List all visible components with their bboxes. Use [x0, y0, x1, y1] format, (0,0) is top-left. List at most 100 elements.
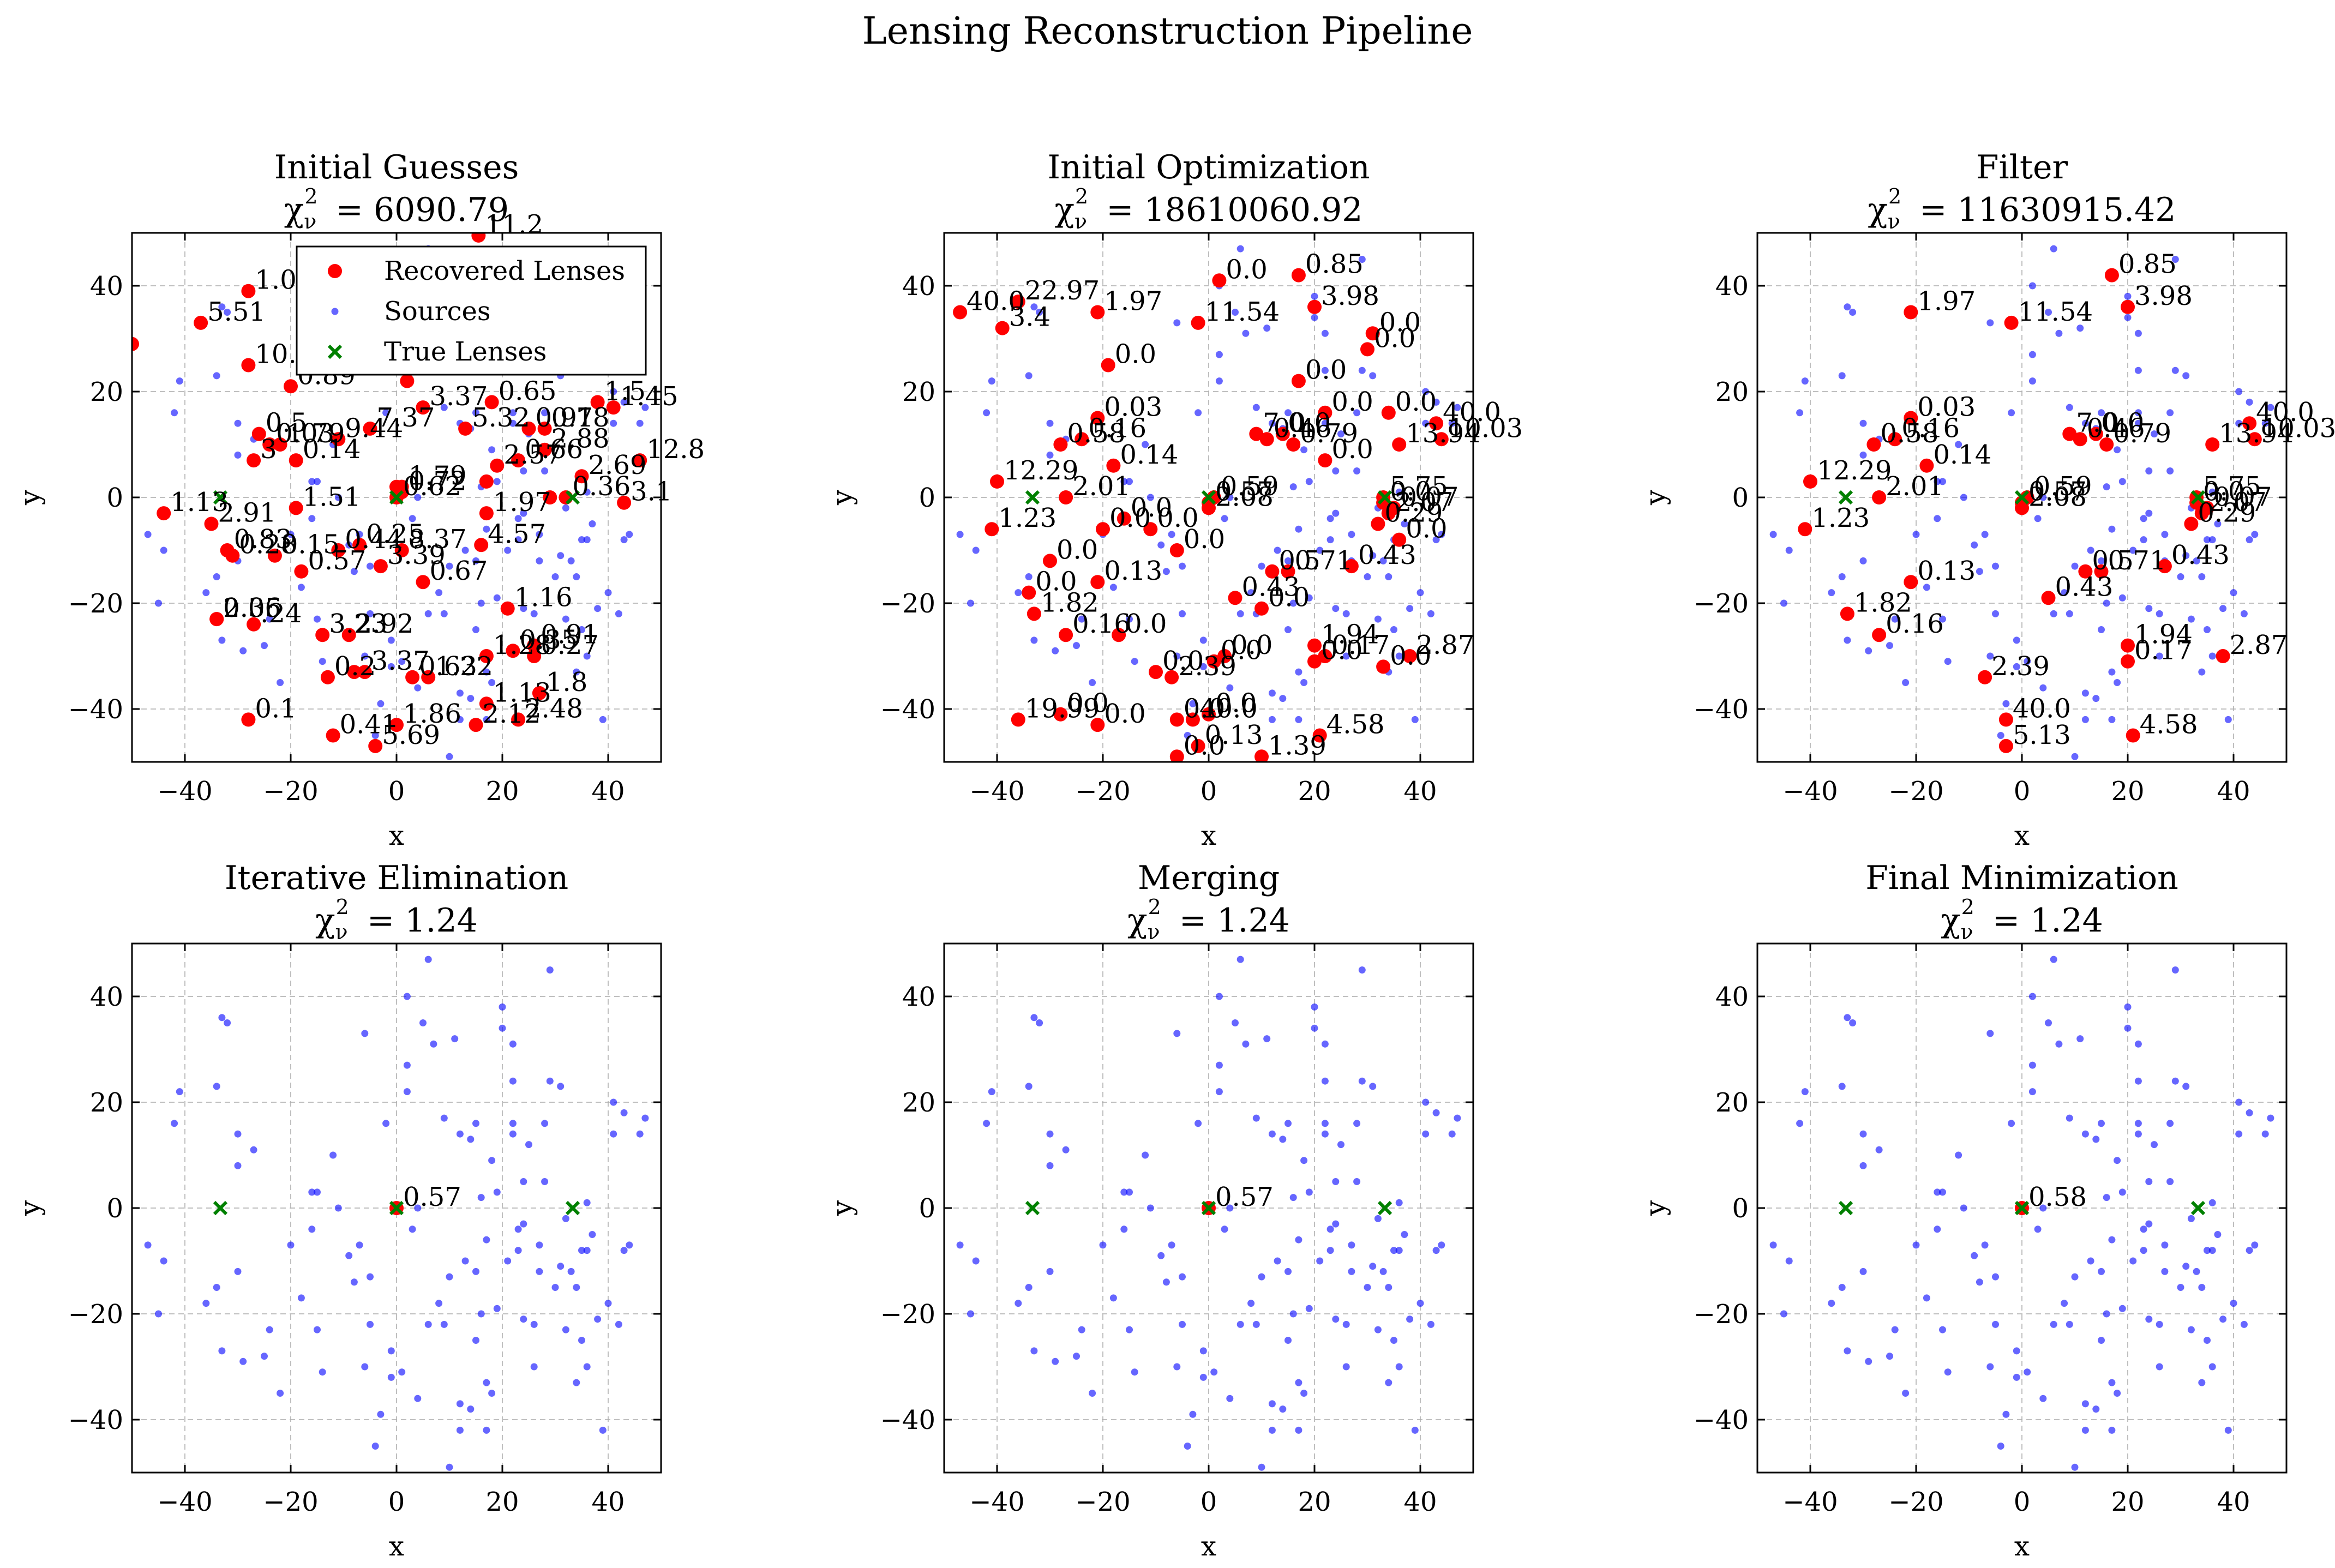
- lens-label: 0.0: [1215, 688, 1257, 719]
- source-point: [562, 1215, 569, 1222]
- y-tick-label: −40: [1694, 694, 1749, 725]
- y-tick-label: 0: [1732, 483, 1749, 513]
- source-point: [2114, 1390, 2121, 1397]
- source-point: [1422, 1130, 1430, 1138]
- lens-label: 0.57: [1215, 1182, 1274, 1212]
- lens-point: [132, 337, 139, 351]
- lens-point: [1254, 601, 1269, 616]
- source-point: [1274, 546, 1281, 554]
- source-point: [387, 663, 395, 670]
- source-point: [514, 515, 522, 522]
- source-point: [1427, 1320, 1434, 1328]
- source-point: [2171, 966, 2179, 974]
- source-point: [1030, 1347, 1038, 1355]
- lens-label: 5.13: [2013, 720, 2071, 750]
- source-point: [2108, 1236, 2116, 1243]
- lens-point: [157, 506, 171, 521]
- source-point: [2187, 1326, 2195, 1333]
- source-point: [1992, 1273, 1999, 1281]
- lens-point: [606, 400, 621, 415]
- source-point: [356, 1241, 363, 1249]
- source-point: [589, 520, 596, 527]
- x-tick-label: −20: [263, 1487, 318, 1517]
- source-point: [1052, 647, 1059, 654]
- y-tick-label: −40: [68, 1405, 123, 1435]
- source-point: [1448, 419, 1456, 427]
- true-lens-marker: [2014, 490, 2030, 505]
- source-point: [988, 1088, 995, 1096]
- source-point: [2103, 1310, 2110, 1318]
- source-point: [1263, 1035, 1271, 1043]
- source-point: [2145, 509, 2153, 517]
- y-tick-label: 40: [902, 271, 935, 302]
- panel-title: Initial Guesses: [274, 148, 519, 187]
- legend-marker: [327, 344, 343, 359]
- lens-point: [209, 612, 224, 627]
- lens-label: 2.07: [1395, 487, 1454, 518]
- source-point: [314, 1326, 321, 1333]
- source-point: [578, 626, 585, 633]
- lens-label: 0.03: [1917, 392, 1976, 423]
- lens-point: [1318, 453, 1332, 468]
- lens-point: [247, 617, 261, 632]
- source-point: [319, 658, 326, 665]
- y-tick-label: 40: [90, 982, 123, 1012]
- lens-label: 2.01: [1072, 471, 1131, 502]
- source-point: [456, 1400, 464, 1408]
- lens-point: [1169, 543, 1184, 557]
- source-point: [2013, 636, 2020, 644]
- lens-point: [315, 628, 330, 642]
- lens-point: [1265, 564, 1280, 579]
- y-tick-label: 20: [90, 1088, 123, 1118]
- source-point: [1232, 1019, 1239, 1026]
- source-point: [371, 732, 379, 739]
- source-point: [218, 636, 226, 644]
- source-point: [1215, 1088, 1223, 1096]
- lens-label: 0.79: [2113, 418, 2171, 449]
- x-tick-label: 0: [2014, 1487, 2031, 1517]
- lens-label: .24: [260, 598, 302, 629]
- lens-point: [1318, 405, 1332, 420]
- lens-point: [1275, 426, 1290, 441]
- source-point: [414, 1204, 422, 1212]
- source-point: [1886, 1353, 1893, 1360]
- source-point: [2166, 467, 2174, 474]
- source-point: [567, 557, 575, 564]
- source-point: [1252, 1320, 1260, 1328]
- source-point: [1126, 1188, 1133, 1196]
- lens-point: [511, 453, 526, 468]
- lens-label: 1.39: [1268, 730, 1326, 761]
- lens-label: 1.13: [170, 487, 229, 518]
- source-point: [1300, 1157, 1308, 1164]
- source-point: [2140, 1247, 2147, 1254]
- lens-label: 0.79: [1300, 418, 1358, 449]
- source-point: [1427, 610, 1434, 617]
- source-point: [2034, 1225, 2042, 1233]
- source-point: [1348, 1267, 1355, 1275]
- source-point: [2134, 1130, 2142, 1138]
- lens-point: [1978, 670, 1992, 684]
- lens-label: 0.1: [255, 693, 296, 724]
- source-point: [1036, 1019, 1043, 1026]
- source-point: [530, 1320, 538, 1328]
- lens-label: 3.4: [1009, 302, 1051, 333]
- lens-point: [289, 453, 303, 468]
- lens-point: [289, 501, 303, 515]
- source-point: [514, 1247, 522, 1254]
- source-point: [2140, 1225, 2147, 1233]
- lens-label: 0.59: [2034, 471, 2092, 502]
- lens-point: [1191, 738, 1205, 753]
- lens-point: [1254, 749, 1269, 762]
- lens-label: 0.0: [1184, 524, 1225, 555]
- y-tick-label: 0: [106, 1193, 123, 1224]
- source-point: [1321, 1120, 1329, 1127]
- source-point: [583, 1247, 591, 1254]
- source-point: [1284, 557, 1292, 564]
- source-point: [2087, 1257, 2094, 1265]
- source-point: [414, 494, 422, 501]
- source-point: [488, 1157, 496, 1164]
- source-point: [1939, 615, 1946, 623]
- source-point: [234, 451, 242, 459]
- source-point: [2114, 446, 2121, 454]
